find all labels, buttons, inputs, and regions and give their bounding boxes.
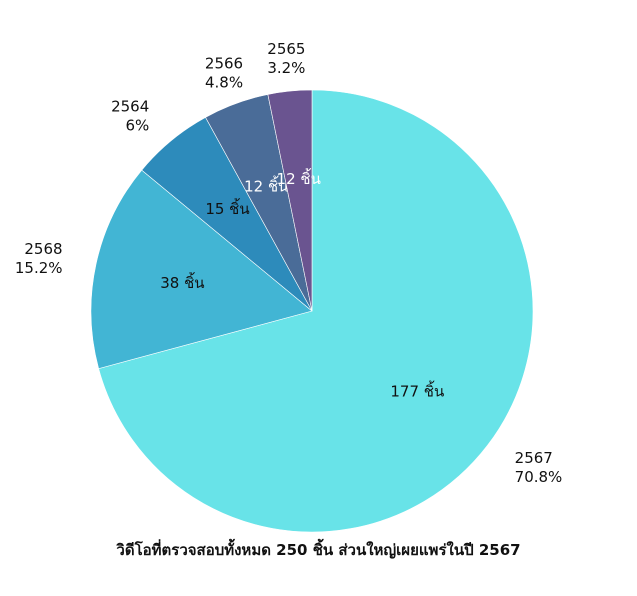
slice-percent-label-2567: 70.8% <box>515 468 563 486</box>
slice-percent-label-2564: 6% <box>125 116 149 134</box>
slice-category-label-2565: 2565 <box>267 40 305 58</box>
pie-slice-2565 <box>267 89 313 312</box>
slice-value-label-2568: 38 ชิ้น <box>160 272 204 292</box>
slice-percent-label-2565: 3.2% <box>267 59 305 77</box>
slice-value-label-2565: 12 ชิ้น <box>277 168 321 188</box>
slice-percent-label-2568: 15.2% <box>15 259 63 277</box>
slice-category-label-2567: 2567 <box>515 449 553 467</box>
slice-category-label-2566: 2566 <box>205 54 243 72</box>
chart-caption: วิดีโอที่ตรวจสอบทั้งหมด 250 ชิ้น ส่วนใหญ… <box>116 541 521 559</box>
slice-percent-label-2566: 4.8% <box>205 73 243 91</box>
slice-category-label-2568: 2568 <box>24 240 62 258</box>
slice-value-label-2567: 177 ชิ้น <box>390 381 444 401</box>
slice-value-label-2564: 15 ชิ้น <box>205 198 249 218</box>
slice-value-label-2566: 12 ชิ้น <box>244 176 288 196</box>
slice-category-label-2564: 2564 <box>111 97 149 115</box>
pie-slice-2567 <box>98 89 534 533</box>
pie-slice-2568 <box>90 169 313 370</box>
